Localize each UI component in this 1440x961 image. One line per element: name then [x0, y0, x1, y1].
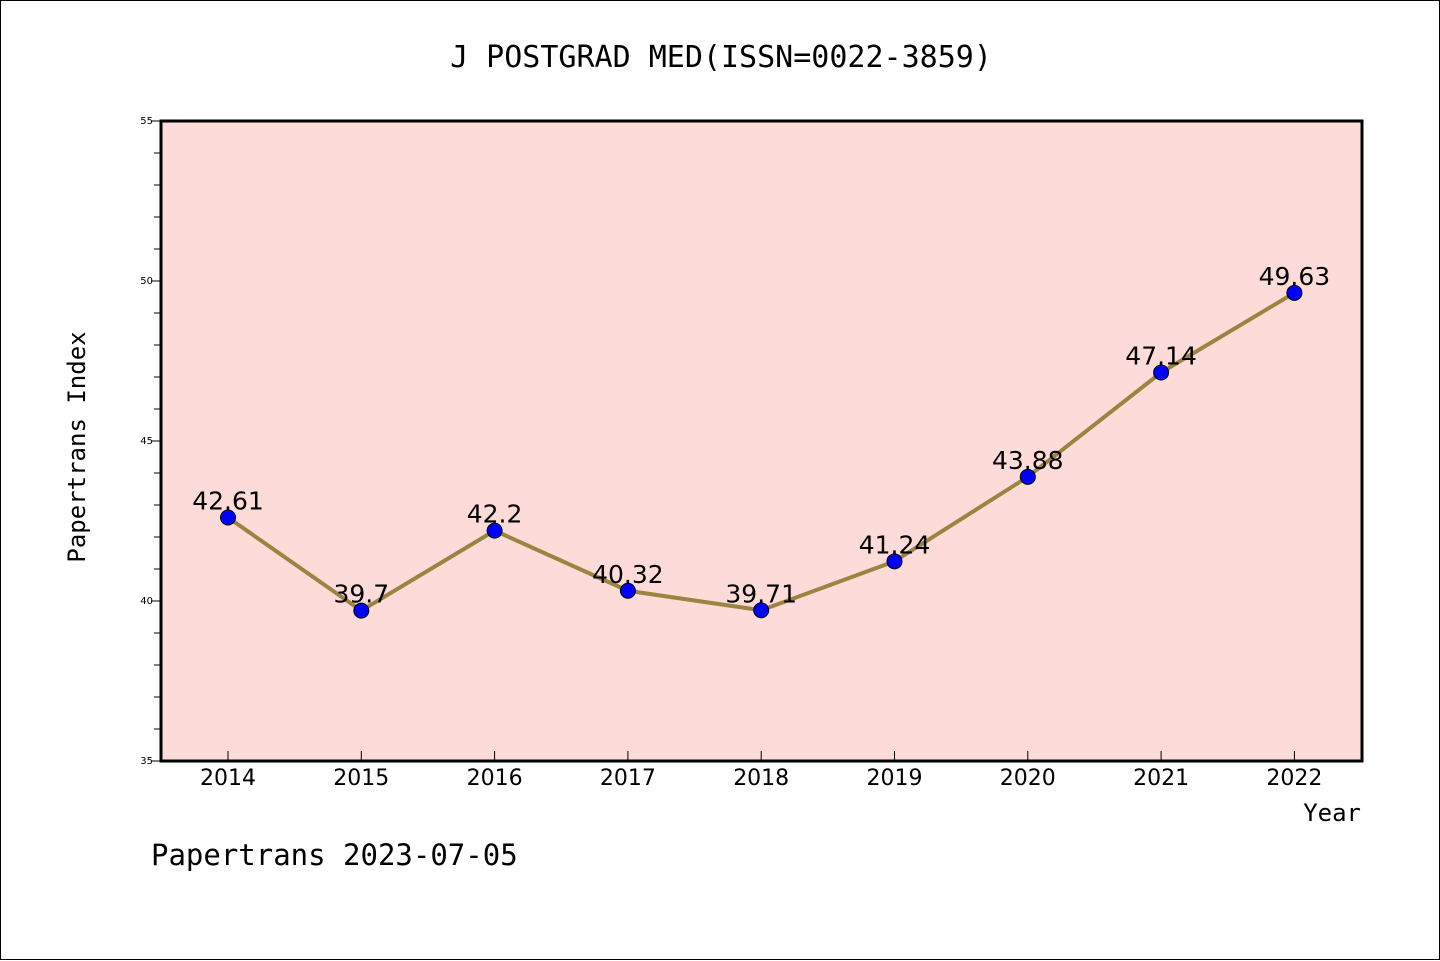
x-tick-label: 2022 [1266, 766, 1322, 791]
y-tick-label: 55 [140, 116, 153, 127]
data-point [220, 509, 236, 526]
x-axis: 2014 2015 2016 2017 2018 2019 2020 2021 2022 [200, 751, 1322, 791]
data-point [619, 582, 636, 599]
footer-watermark: Papertrans 2023-07-05 [151, 838, 518, 872]
x-tick-label: 2015 [333, 766, 389, 791]
y-tick-label: 40 [140, 596, 153, 607]
data-point [1019, 468, 1036, 485]
data-point [353, 602, 370, 619]
x-tick-label: 2019 [867, 766, 923, 791]
data-value-label: 42.2 [467, 500, 523, 529]
data-value-label: 42.61 [192, 486, 264, 515]
x-tick-label: 2021 [1133, 766, 1189, 791]
x-tick-label: 2018 [733, 766, 789, 791]
data-value-label: 43.88 [992, 446, 1064, 475]
data-point [886, 553, 903, 570]
y-axis-label: Papertrans Index [63, 331, 91, 562]
data-value-label: 49.63 [1259, 262, 1331, 291]
data-point [753, 602, 770, 619]
data-value-label: 39.7 [333, 580, 389, 609]
data-value-label: 39.71 [725, 579, 797, 608]
data-value-label: 41.24 [859, 530, 931, 559]
data-point [1286, 284, 1303, 301]
data-value-label: 47.14 [1125, 342, 1197, 371]
x-tick-label: 2014 [200, 766, 256, 791]
x-tick-label: 2017 [600, 766, 656, 791]
y-tick-label: 45 [140, 436, 153, 447]
y-tick-label: 50 [140, 276, 153, 287]
x-tick-label: 2016 [467, 766, 523, 791]
y-tick-label: 35 [140, 756, 153, 767]
x-axis-label: Year [1303, 799, 1361, 827]
data-labels: 42.61 39.7 42.2 40.32 39.71 41.24 43.88 47.14 49… [192, 262, 1330, 609]
data-series [220, 284, 1303, 619]
data-point [486, 522, 503, 539]
plot-area [159, 119, 1364, 763]
chart-title: J POSTGRAD MED(ISSN=0022-3859) [450, 40, 992, 75]
x-tick-label: 2020 [1000, 766, 1056, 791]
data-point [1153, 364, 1170, 381]
y-axis: 35 40 45 50 55 [140, 116, 161, 767]
data-value-label: 40.32 [592, 560, 664, 589]
